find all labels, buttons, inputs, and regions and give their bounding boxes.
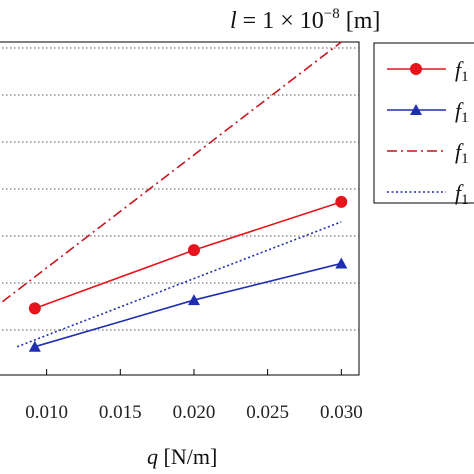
legend-marker-1 xyxy=(410,63,422,75)
title-equation: = 1 × 10 xyxy=(237,8,324,34)
x-tick-label: 0.015 xyxy=(99,402,142,423)
series-group xyxy=(1,41,348,352)
legend-label-1: f1 xyxy=(455,57,469,85)
series-1-point xyxy=(335,195,348,208)
series-line-1 xyxy=(34,201,342,310)
series-2-point xyxy=(335,257,348,269)
series-1-point xyxy=(28,302,41,315)
grid-lines xyxy=(0,47,359,331)
series-2-point xyxy=(187,294,200,306)
x-axis-unit: [N/m] xyxy=(158,444,217,469)
title-variable: l xyxy=(230,8,237,34)
series-line-4 xyxy=(16,221,342,348)
x-tick-label: 0.030 xyxy=(320,402,363,423)
x-axis-title: q [N/m] xyxy=(147,444,217,469)
plot-frame xyxy=(0,41,360,376)
legend-label-3: f1 xyxy=(455,139,469,167)
x-axis-variable: q xyxy=(147,444,158,469)
title-exponent: −8 xyxy=(324,6,340,22)
legend-label-2: f1 xyxy=(455,98,469,126)
title-unit: [m] xyxy=(340,8,381,34)
x-tick-label: 0.025 xyxy=(246,402,289,423)
legend-marker-2 xyxy=(410,104,422,115)
series-line-3 xyxy=(1,41,342,303)
legend: f1 f1 f1 f1 xyxy=(387,57,469,208)
x-axis-ticks: 0.010 0.015 0.020 0.025 0.030 xyxy=(25,369,363,423)
series-1-point xyxy=(187,244,200,257)
chart-title: l = 1 × 10−8 [m] xyxy=(230,6,380,34)
series-2-point xyxy=(28,340,41,352)
legend-label-4: f1 xyxy=(455,180,469,208)
x-tick-label: 0.020 xyxy=(173,402,216,423)
x-tick-label: 0.010 xyxy=(25,402,68,423)
